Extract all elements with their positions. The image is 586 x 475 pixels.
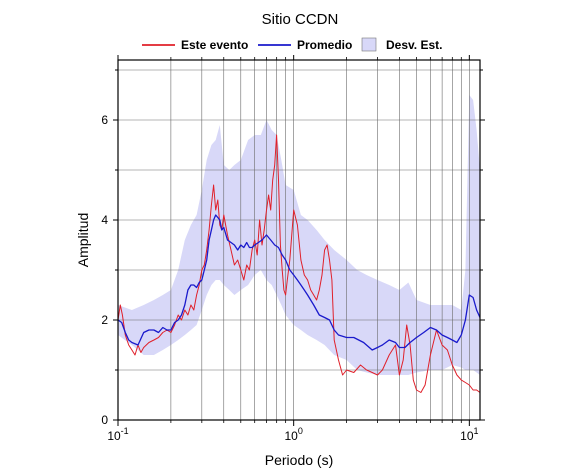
- series-line-promedio: [117, 214, 481, 351]
- std-band: [118, 95, 480, 375]
- legend: Este evento Promedio Desv. Est.: [142, 37, 442, 52]
- y-tick-label: 6: [101, 113, 108, 127]
- grid-layer: [117, 60, 480, 420]
- y-axis-label: Amplitud: [75, 213, 91, 267]
- legend-label: Promedio: [297, 38, 352, 52]
- std-band-layer: [118, 95, 480, 375]
- x-tick-label: 100: [284, 426, 302, 443]
- y-tick-label: 2: [101, 313, 108, 327]
- legend-label: Este evento: [181, 38, 248, 52]
- x-tick-label: 101: [460, 426, 478, 443]
- x-axis-label: Periodo (s): [265, 452, 333, 468]
- series-line-este-evento: [117, 134, 481, 393]
- y-tick-label: 4: [101, 213, 108, 227]
- legend-swatch: [361, 37, 377, 52]
- series-layer: [117, 134, 481, 393]
- plot-frame: [117, 59, 481, 421]
- x-tick-label: 10-1: [107, 426, 128, 443]
- chart-title: Sitio CCDN: [262, 11, 339, 28]
- y-tick-label: 0: [101, 413, 108, 427]
- tick-layer: 10-1 100 101 0 2 4 6: [101, 55, 485, 443]
- legend-label: Desv. Est.: [386, 38, 442, 52]
